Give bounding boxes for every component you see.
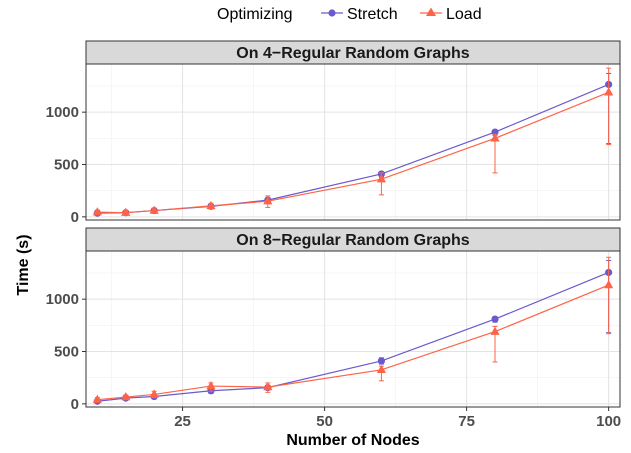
series-line: [97, 271, 609, 402]
data-point: [376, 364, 387, 374]
data-point: [149, 389, 159, 398]
legend-load-label: Load: [446, 6, 482, 23]
legend-title: Optimizing: [217, 6, 293, 23]
y-tick-label: 500: [54, 344, 79, 361]
x-axis: 25 50 75 100: [174, 407, 621, 430]
data-point: [92, 207, 102, 216]
y-tick-label: 0: [71, 396, 79, 413]
error-bar: [606, 256, 612, 335]
data-point: [491, 315, 499, 323]
x-tick-label: 75: [458, 413, 475, 430]
legend-stretch-marker: [328, 9, 336, 17]
y-axis-title: Time (s): [15, 234, 32, 295]
plot-background: [86, 64, 620, 220]
data-point: [490, 326, 500, 335]
legend: Optimizing Stretch Load: [217, 6, 482, 23]
series-line: [97, 284, 609, 401]
y-tick-label: 500: [54, 157, 79, 174]
series-line: [97, 91, 609, 214]
series-load: [92, 256, 614, 403]
y-tick-label: 0: [71, 209, 79, 226]
panel-border: [85, 250, 621, 408]
data-point: [121, 392, 131, 401]
x-tick-label: 25: [174, 413, 191, 430]
data-point: [604, 87, 614, 96]
error-bar: [606, 67, 612, 146]
panel-border: [85, 63, 621, 221]
legend-stretch-label: Stretch: [347, 6, 398, 23]
data-point: [121, 207, 131, 216]
panel-2: On 8−Regular Random Graphs 0 500 1000: [46, 227, 621, 413]
legend-item-stretch: Stretch: [321, 6, 398, 23]
legend-load-marker: [426, 7, 436, 16]
data-point: [263, 196, 273, 205]
x-axis-title: Number of Nodes: [286, 432, 419, 449]
x-tick-label: 50: [316, 413, 333, 430]
data-point: [92, 394, 102, 403]
data-point: [206, 200, 216, 210]
series-load: [92, 67, 614, 216]
data-point: [490, 133, 500, 142]
x-tick-label: 100: [596, 413, 621, 430]
plot-background: [86, 251, 620, 407]
data-point: [604, 280, 614, 289]
panel-title: On 4−Regular Random Graphs: [236, 45, 469, 62]
data-point: [263, 382, 273, 391]
panel-1: On 4−Regular Random Graphs 0 500 1000: [46, 40, 621, 226]
data-point: [206, 381, 216, 390]
data-point: [377, 357, 386, 365]
y-tick-label: 1000: [46, 291, 79, 308]
data-point: [149, 205, 159, 214]
y-tick-label: 1000: [46, 104, 79, 121]
legend-item-load: Load: [420, 6, 482, 23]
panel-title: On 8−Regular Random Graphs: [236, 232, 469, 249]
data-point: [376, 174, 387, 183]
